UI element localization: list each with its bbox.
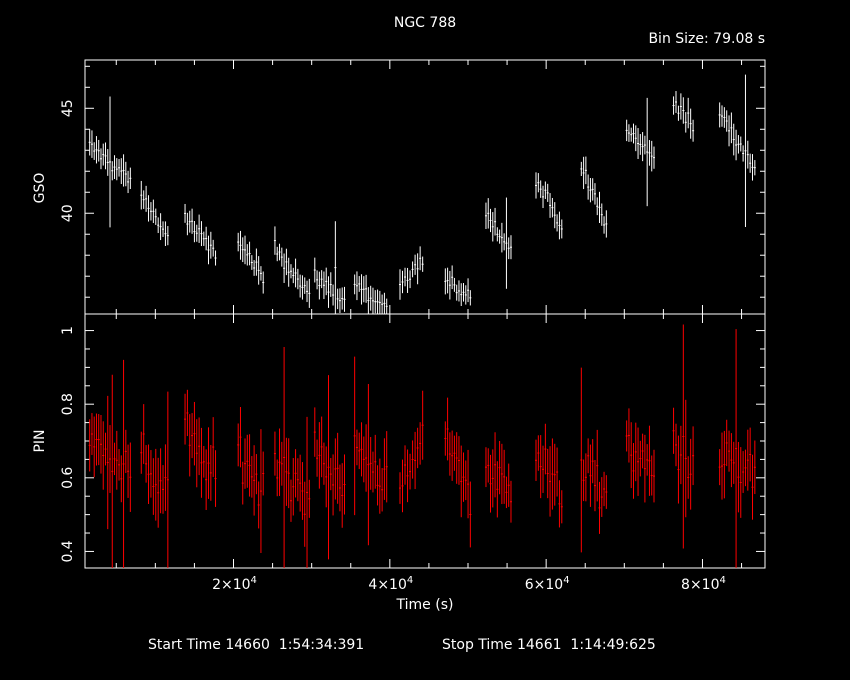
y-tick-label: 0.4	[60, 540, 76, 562]
pin-segment	[140, 391, 169, 568]
y-tick-label: 45	[60, 99, 76, 117]
pin-segment	[444, 397, 472, 548]
pin-segment	[353, 356, 388, 546]
pin-segment	[484, 432, 512, 523]
pin-segment	[625, 408, 656, 503]
pin-segment	[273, 346, 311, 568]
y-tick-label: 40	[60, 204, 76, 222]
y-tick-label: 0.8	[60, 393, 76, 415]
gso-segment	[718, 74, 756, 227]
bin-size-label: Bin Size: 79.08 s	[648, 31, 765, 47]
x-tick-label: 4×104	[368, 575, 413, 593]
axis-ticks	[85, 60, 765, 568]
pin-segment	[398, 390, 424, 513]
plot-frame-pin	[84, 313, 766, 569]
gso-segment	[444, 265, 472, 307]
pin-segment	[672, 324, 695, 549]
stop-time-label: Stop Time 14661 1:14:49:625	[442, 637, 656, 653]
plot-frame-gso	[84, 59, 766, 315]
gso-segment	[140, 180, 169, 247]
gso-segment	[534, 172, 563, 240]
gso-segment	[273, 226, 311, 308]
pin-segment	[313, 375, 346, 560]
x-tick-label: 6×104	[525, 575, 570, 593]
gso-segment	[580, 156, 608, 238]
gso-segment	[313, 221, 346, 314]
chart-title: NGC 788	[393, 15, 457, 31]
gso-segment	[398, 246, 424, 300]
y-tick-label: 0.6	[60, 467, 76, 489]
pin-segment	[718, 329, 756, 568]
x-tick-label: 2×104	[212, 575, 257, 593]
gso-segment	[672, 91, 695, 142]
x-tick-label: 8×104	[681, 575, 726, 593]
tick-labels: 40 45 0.4 0.6 0.8 1 2×104 4×104 6×104 8×104	[60, 99, 726, 593]
gso-series	[88, 74, 756, 314]
pin-segment	[534, 423, 563, 528]
pin-axis-label: PIN	[32, 429, 48, 453]
pin-segment	[237, 406, 265, 553]
gso-segment	[237, 230, 265, 294]
gso-segment	[353, 271, 388, 314]
pin-series	[88, 324, 756, 568]
y-tick-label: 1	[60, 326, 76, 335]
pin-segment	[580, 367, 608, 553]
gso-segment	[88, 96, 132, 228]
pin-segment	[184, 389, 217, 510]
gso-segment	[484, 197, 512, 289]
gso-segment	[625, 97, 656, 207]
pin-segment	[88, 359, 132, 568]
x-axis-label: Time (s)	[396, 597, 454, 613]
start-time-label: Start Time 14660 1:54:34:391	[148, 637, 365, 653]
gso-segment	[184, 203, 217, 266]
gso-axis-label: GSO	[32, 172, 48, 204]
